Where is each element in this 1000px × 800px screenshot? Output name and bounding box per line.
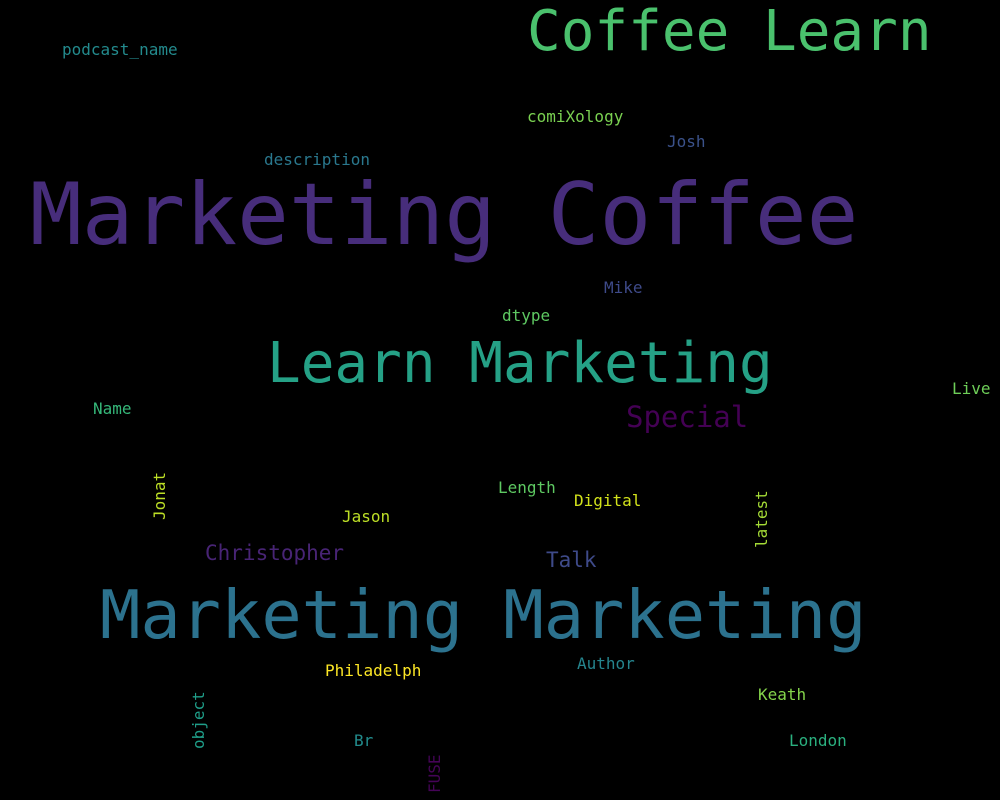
word-learn-marketing: Learn Marketing xyxy=(267,331,773,396)
word-marketing-marketing: Marketing Marketing xyxy=(100,576,867,654)
word-talk: Talk xyxy=(546,548,597,572)
word-philadelph: Philadelph xyxy=(325,661,422,680)
word-name: Name xyxy=(93,399,132,418)
word-josh: Josh xyxy=(667,132,706,151)
word-live: Live xyxy=(952,379,991,398)
word-fuse: FUSE xyxy=(425,754,444,793)
word-jason: Jason xyxy=(342,507,391,526)
word-length: Length xyxy=(498,478,556,497)
word-object: object xyxy=(189,691,208,749)
word-mike: Mike xyxy=(604,278,643,297)
word-jonat: Jonat xyxy=(150,471,169,520)
word-christopher: Christopher xyxy=(205,541,345,565)
word-description: description xyxy=(264,150,370,169)
word-keath: Keath xyxy=(758,685,807,704)
word-podcast-name: podcast_name xyxy=(62,40,178,59)
word-author: Author xyxy=(577,654,635,673)
word-dtype: dtype xyxy=(502,306,551,325)
word-latest: latest xyxy=(752,490,771,548)
word-digital: Digital xyxy=(574,491,642,510)
word-br: Br xyxy=(354,731,374,750)
word-special: Special xyxy=(626,400,749,434)
word-marketing-coffee: Marketing Coffee xyxy=(30,165,859,265)
word-london: London xyxy=(789,731,847,750)
word-coffee-learn: Coffee Learn xyxy=(527,0,932,64)
word-comixology: comiXology xyxy=(527,107,624,126)
